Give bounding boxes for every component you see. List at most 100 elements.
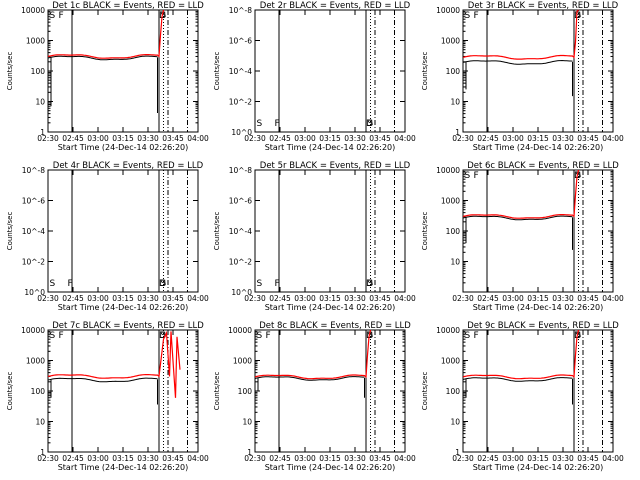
plot-title: Det 3r BLACK = Events, RED = LLD	[468, 1, 619, 11]
x-tick-label: 04:00	[394, 134, 416, 143]
y-tick-label: 10^0	[231, 128, 252, 137]
y-tick-label: 10	[35, 418, 45, 427]
events-line	[462, 215, 573, 221]
y-tick-label: 10^-6	[229, 37, 253, 46]
marker-label: S	[50, 331, 56, 341]
x-tick-label: 03:00	[87, 454, 109, 463]
marker-label: F	[275, 119, 280, 129]
y-tick-label: 10000	[436, 6, 460, 15]
y-tick-label: 100	[446, 387, 461, 396]
y-tick-label: 10000	[436, 166, 460, 175]
y-tick-label: 1	[455, 448, 460, 457]
marker-label: S	[161, 279, 167, 289]
marker-label: S	[465, 171, 471, 181]
x-tick-label: 03:30	[137, 454, 159, 463]
y-tick-label: 10^-4	[229, 227, 253, 236]
marker-label: S	[465, 11, 471, 21]
y-tick-label: 1000	[441, 37, 460, 46]
x-tick-label: 02:30	[452, 454, 474, 463]
x-tick-label: 03:00	[294, 454, 316, 463]
plot-frame	[462, 329, 614, 453]
marker-label: D	[159, 331, 166, 341]
y-tick-label: 1	[455, 128, 460, 137]
y-tick-label: 1000	[441, 197, 460, 206]
x-axis-label: Start Time (24-Dec-14 02:26:20)	[473, 303, 604, 312]
y-tick-label: 1000	[441, 357, 460, 366]
x-tick-label: 03:45	[162, 294, 184, 303]
x-tick-label: 03:30	[137, 134, 159, 143]
events-line	[462, 377, 573, 382]
y-tick-label: 10	[35, 98, 45, 107]
y-tick-label: 10^-2	[229, 258, 253, 267]
marker-label: S	[368, 119, 374, 129]
y-tick-label: 1000	[233, 357, 252, 366]
plot-title: Det 4r BLACK = Events, RED = LLD	[53, 161, 204, 171]
x-tick-label: 02:30	[244, 134, 266, 143]
x-tick-label: 03:00	[87, 294, 109, 303]
x-tick-label: 03:45	[577, 134, 599, 143]
y-tick-label: 100	[238, 387, 253, 396]
y-tick-label: 10^-8	[229, 6, 253, 15]
plot-title: Det 9c BLACK = Events, RED = LLD	[467, 321, 619, 331]
marker-label: F	[275, 279, 280, 289]
y-tick-label: 10	[450, 258, 460, 267]
x-axis-label: Start Time (24-Dec-14 02:26:20)	[473, 463, 604, 472]
y-tick-label: 10^0	[231, 288, 252, 297]
y-axis-label: Counts/sec	[213, 52, 221, 91]
x-tick-label: 04:00	[187, 454, 209, 463]
lld-line	[47, 9, 165, 59]
subplot-9: Det 9c BLACK = Events, RED = LLD Counts/s…	[421, 321, 624, 472]
x-tick-label: 04:00	[187, 294, 209, 303]
x-tick-label: 02:45	[269, 134, 291, 143]
x-tick-label: 03:15	[319, 294, 341, 303]
x-tick-label: 03:30	[137, 294, 159, 303]
subplot-7: Det 7c BLACK = Events, RED = LLD Counts/s…	[6, 321, 209, 472]
x-axis-label: Start Time (24-Dec-14 02:26:20)	[265, 463, 396, 472]
x-tick-label: 03:00	[502, 454, 524, 463]
plot-frame	[254, 329, 406, 453]
lld-line	[462, 169, 580, 219]
marker-label: F	[474, 331, 479, 341]
plot-title: Det 5r BLACK = Events, RED = LLD	[260, 161, 411, 171]
y-tick-label: 1	[247, 448, 252, 457]
y-axis-label: Counts/sec	[213, 372, 221, 411]
x-axis-label: Start Time (24-Dec-14 02:26:20)	[58, 303, 189, 312]
x-tick-label: 02:45	[62, 294, 84, 303]
marker-label: S	[465, 331, 471, 341]
x-tick-label: 03:15	[527, 134, 549, 143]
marker-label: S	[257, 331, 263, 341]
x-tick-label: 04:00	[602, 294, 624, 303]
x-tick-label: 02:45	[477, 454, 499, 463]
x-tick-label: 02:45	[269, 294, 291, 303]
marker-label: S	[257, 119, 263, 129]
y-tick-label: 10000	[436, 326, 460, 335]
x-tick-label: 02:30	[37, 454, 59, 463]
x-axis-label: Start Time (24-Dec-14 02:26:20)	[265, 143, 396, 152]
y-tick-label: 10^-6	[229, 197, 253, 206]
x-axis-label: Start Time (24-Dec-14 02:26:20)	[58, 143, 189, 152]
y-tick-label: 10^-2	[22, 258, 46, 267]
plot-frame	[47, 9, 199, 133]
y-axis-label: Counts/sec	[421, 52, 429, 91]
x-tick-label: 03:45	[369, 294, 391, 303]
plot-title: Det 2r BLACK = Events, RED = LLD	[260, 1, 411, 11]
y-tick-label: 100	[446, 67, 461, 76]
x-axis-label: Start Time (24-Dec-14 02:26:20)	[473, 143, 604, 152]
y-axis-label: Counts/sec	[6, 372, 14, 411]
y-tick-label: 100	[31, 67, 46, 76]
y-tick-label: 10	[450, 418, 460, 427]
y-tick-label: 100	[31, 387, 46, 396]
x-tick-label: 03:30	[552, 134, 574, 143]
x-tick-label: 03:45	[369, 134, 391, 143]
marker-label: F	[266, 331, 271, 341]
x-tick-label: 03:00	[502, 294, 524, 303]
x-tick-label: 02:30	[37, 134, 59, 143]
subplot-4: Det 4r BLACK = Events, RED = LLD Counts/s…	[6, 161, 209, 312]
plot-title: Det 7c BLACK = Events, RED = LLD	[52, 321, 204, 331]
x-tick-label: 02:30	[452, 294, 474, 303]
x-tick-label: 04:00	[187, 134, 209, 143]
x-tick-label: 03:30	[344, 294, 366, 303]
y-axis-label: Counts/sec	[213, 212, 221, 251]
x-tick-label: 03:00	[87, 134, 109, 143]
